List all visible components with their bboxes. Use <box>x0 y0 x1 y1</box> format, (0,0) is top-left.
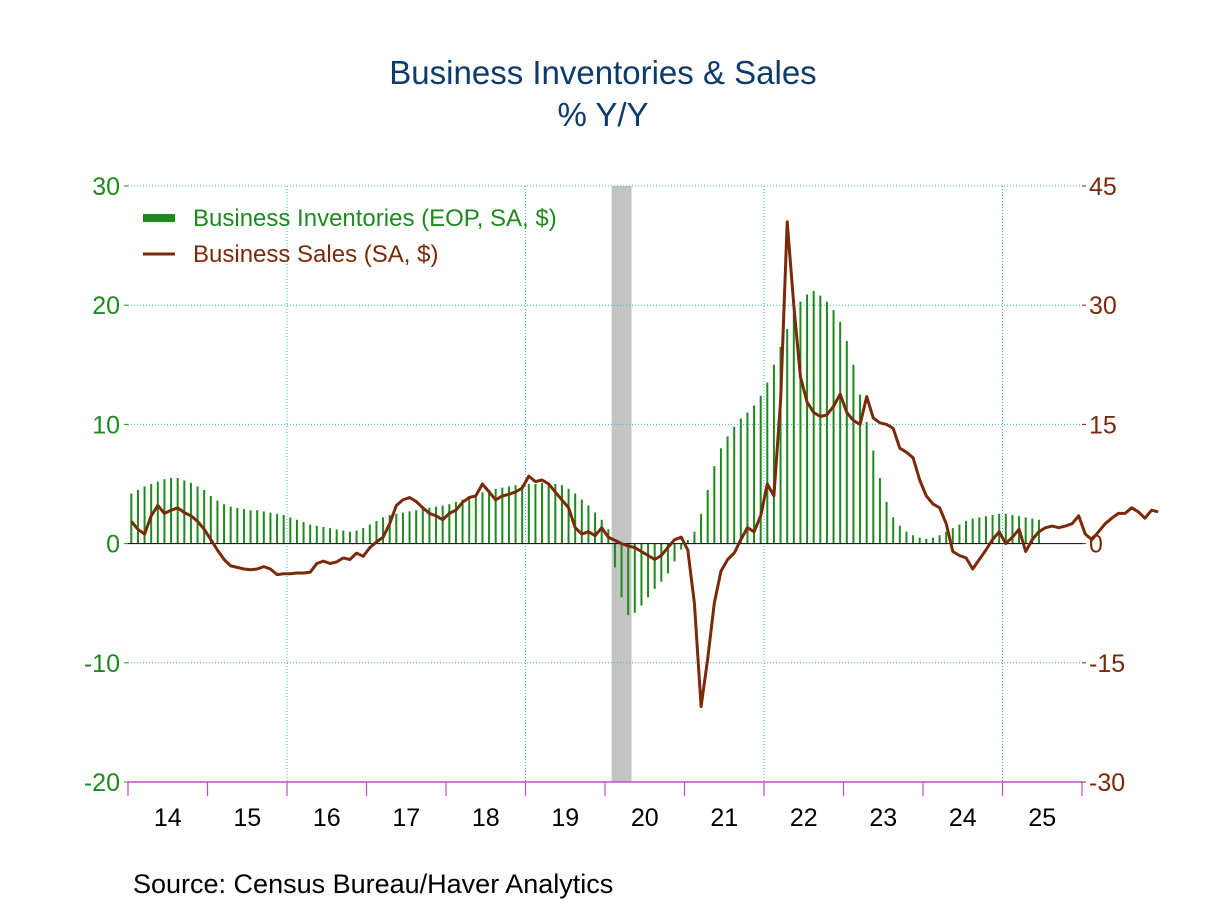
x-tick-label: 23 <box>869 804 897 832</box>
x-tick-label: 24 <box>949 804 977 832</box>
left-tick-label: 30 <box>92 173 120 201</box>
frame <box>124 185 1086 796</box>
left-tick-label: 10 <box>92 411 120 439</box>
legend: Business Inventories (EOP, SA, $) Busine… <box>143 205 557 268</box>
x-tick-label: 20 <box>631 804 659 832</box>
x-tick-label: 16 <box>313 804 341 832</box>
right-axis-ticks: -30 -15 0 15 30 45 <box>1089 173 1125 797</box>
x-tick-label: 19 <box>551 804 579 832</box>
legend-label-inventories: Business Inventories (EOP, SA, $) <box>193 205 557 232</box>
recession-band <box>611 186 632 782</box>
right-tick-label: 30 <box>1089 292 1117 320</box>
right-tick-label: 45 <box>1089 173 1117 201</box>
x-axis-ticks: 14 15 16 17 18 19 20 21 22 23 24 25 <box>154 804 1056 832</box>
legend-swatch-inventories <box>143 214 175 222</box>
right-tick-label: -15 <box>1089 650 1125 678</box>
left-axis-ticks: -20 -10 0 10 20 30 <box>84 173 120 797</box>
x-tick-label: 18 <box>472 804 500 832</box>
legend-label-sales: Business Sales (SA, $) <box>193 241 438 268</box>
x-tick-label: 17 <box>392 804 420 832</box>
right-tick-label: -30 <box>1089 769 1125 797</box>
chart-title: Business Inventories & Sales <box>389 54 816 91</box>
sales-line <box>130 220 1159 708</box>
left-tick-label: 20 <box>92 292 120 320</box>
gridlines <box>128 185 1082 783</box>
x-tick-label: 14 <box>154 804 182 832</box>
x-tick-label: 21 <box>710 804 738 832</box>
left-tick-label: -10 <box>84 650 120 678</box>
x-tick-label: 25 <box>1028 804 1056 832</box>
left-tick-label: 0 <box>106 531 120 559</box>
source-note: Source: Census Bureau/Haver Analytics <box>133 869 613 899</box>
left-tick-label: -20 <box>84 769 120 797</box>
x-tick-label: 22 <box>790 804 818 832</box>
x-tick-label: 15 <box>233 804 261 832</box>
right-tick-label: 0 <box>1089 531 1103 559</box>
chart-subtitle: % Y/Y <box>557 96 648 133</box>
right-tick-label: 15 <box>1089 411 1117 439</box>
